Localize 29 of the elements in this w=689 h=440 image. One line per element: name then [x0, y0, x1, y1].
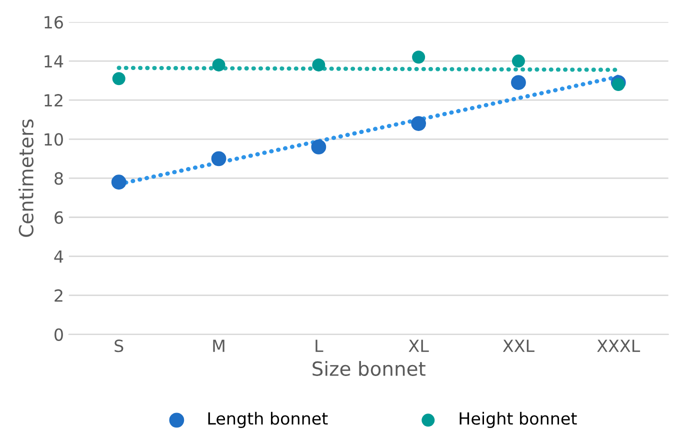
y-tick-label: 4 — [54, 250, 64, 263]
y-tick-label: 2 — [54, 289, 62, 302]
x-tick-label: L — [316, 340, 324, 352]
x-axis-title: Size bonnet — [312, 360, 426, 376]
y-tick-label: 14 — [44, 55, 64, 68]
y-tick-label: 10 — [44, 133, 63, 146]
x-tick-label: XXXL — [597, 340, 640, 352]
y-tick-label: 0 — [54, 328, 63, 341]
y-tick-label: 6 — [54, 211, 63, 224]
point — [212, 58, 226, 72]
point — [111, 174, 126, 190]
point — [411, 116, 426, 131]
y-tick-label: 16 — [44, 16, 63, 29]
y-tick-label: 12 — [44, 94, 62, 106]
point — [311, 139, 326, 154]
legend-label: Length bonnet — [208, 412, 328, 428]
legend-label: Height bonnet — [460, 412, 577, 428]
point — [112, 72, 126, 86]
point — [412, 50, 426, 64]
x-tick-label: S — [114, 340, 124, 352]
point — [512, 54, 525, 68]
y-axis-title: Centimeters — [18, 119, 34, 237]
x-tick-label: M — [213, 340, 224, 352]
y-tick-label: 8 — [54, 172, 63, 185]
point — [511, 75, 526, 90]
x-tick-label: XXL — [502, 340, 534, 352]
point — [312, 58, 326, 72]
point — [211, 151, 226, 166]
x-tick-label: XL — [408, 340, 429, 352]
